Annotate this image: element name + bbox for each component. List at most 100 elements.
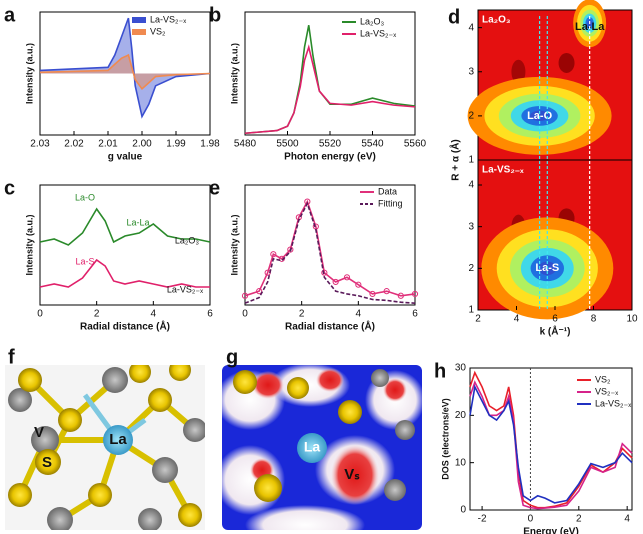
line xyxy=(39,258,210,288)
y-tick-label: 0 xyxy=(460,505,466,516)
annotation: La-S xyxy=(75,256,94,266)
line xyxy=(244,25,416,135)
legend-label: La-VS₂₋ₓ xyxy=(150,14,186,24)
contour-shade xyxy=(558,52,575,73)
x-tick-label: 2 xyxy=(299,309,305,320)
x-tick-label: 2.02 xyxy=(64,139,84,150)
legend-label: VS₂₋ₓ xyxy=(595,386,618,396)
line xyxy=(39,207,211,246)
legend-label: La₂O₃ xyxy=(360,16,385,26)
line xyxy=(39,53,211,91)
data-point xyxy=(321,269,328,276)
data-point xyxy=(241,292,249,299)
panel-label: g xyxy=(226,346,238,368)
x-tick-label: 4 xyxy=(151,309,157,320)
legend-label: VS₂ xyxy=(150,26,166,36)
x-tick-label: 6 xyxy=(207,309,213,320)
data-point xyxy=(332,278,339,286)
data-point xyxy=(256,288,263,295)
x-tick-label: 8 xyxy=(591,314,597,325)
contour-shade xyxy=(511,59,526,84)
annotation: La₂O₃ xyxy=(175,235,200,245)
structure-image: V S La xyxy=(5,365,205,530)
line xyxy=(244,44,416,135)
y-tick-label: 20 xyxy=(455,410,467,421)
y-tick-label: 3 xyxy=(468,66,474,77)
area xyxy=(40,55,210,89)
data-point xyxy=(397,292,404,299)
plot-frame xyxy=(39,184,211,306)
x-tick-label: 2 xyxy=(475,314,481,325)
y-tick-label: 4 xyxy=(468,22,474,33)
x-tick-label: 1.98 xyxy=(200,139,220,150)
vacancy-label: Vₛ xyxy=(344,466,360,483)
data-point xyxy=(383,288,390,295)
x-tick-label: 5500 xyxy=(276,139,299,150)
data-point xyxy=(411,290,419,298)
atom-label: S xyxy=(42,454,52,471)
panel-label: e xyxy=(209,177,220,199)
y-tick-label: 4 xyxy=(468,180,474,191)
x-axis-label: Radial distance (Å) xyxy=(80,320,170,333)
x-tick-label: 0 xyxy=(242,309,248,320)
atom-label: La xyxy=(304,439,321,455)
x-tick-label: 10 xyxy=(626,314,638,325)
panel-label: a xyxy=(4,4,16,26)
x-tick-label: 4 xyxy=(624,514,630,525)
y-axis-label: Intensity (a.u.) xyxy=(24,43,34,104)
data-point xyxy=(369,290,376,298)
x-tick-label: 6 xyxy=(412,309,418,320)
annotation: La-O xyxy=(75,192,95,202)
x-tick-label: 2.03 xyxy=(30,139,50,150)
y-tick-label: 1 xyxy=(468,155,474,166)
y-tick-label: 2 xyxy=(468,263,474,274)
x-tick-label: 0 xyxy=(37,309,43,320)
subplot-label: La-VS₂₋ₓ xyxy=(482,165,524,176)
data-point xyxy=(343,274,351,281)
x-tick-label: 5520 xyxy=(319,139,342,150)
x-tick-label: -2 xyxy=(478,514,487,525)
annotation: La-La xyxy=(126,217,149,227)
subplot-label: La₂O₃ xyxy=(482,15,511,26)
x-tick-label: 4 xyxy=(514,314,520,325)
line xyxy=(39,17,211,119)
data-point xyxy=(287,246,294,253)
x-tick-label: 2.00 xyxy=(132,139,152,150)
x-tick-label: 2 xyxy=(576,514,582,525)
peak-label: La-O xyxy=(527,110,553,122)
legend-label: Fitting xyxy=(378,198,403,208)
x-tick-label: 5540 xyxy=(361,139,384,150)
charge-density-image: La Vₛ xyxy=(222,365,422,530)
y-axis-label: DOS (electrons/eV) xyxy=(440,398,450,480)
annotation: La-VS₂₋ₓ xyxy=(167,284,203,294)
y-tick-label: 10 xyxy=(455,457,467,468)
x-tick-label: 0 xyxy=(528,514,534,525)
x-axis-label: Radial distance (Å) xyxy=(285,320,375,333)
x-axis-label: Energy (eV) xyxy=(523,527,579,534)
panel-label: d xyxy=(448,6,460,28)
x-tick-label: 2 xyxy=(94,309,100,320)
atom-label: La xyxy=(109,431,127,448)
y-axis-label: Intensity (a.u.) xyxy=(24,214,34,275)
y-tick-label: 3 xyxy=(468,221,474,232)
area xyxy=(40,18,210,117)
panel-label: h xyxy=(434,360,446,382)
y-tick-label: 1 xyxy=(468,305,474,316)
plot-frame xyxy=(244,184,416,306)
atom-label: V xyxy=(34,424,44,441)
panel-label: c xyxy=(4,177,15,199)
x-axis-label: g value xyxy=(108,152,143,163)
y-axis-label: Intensity (a.u.) xyxy=(229,214,239,275)
y-tick-label: 30 xyxy=(455,363,467,374)
x-tick-label: 5480 xyxy=(234,139,257,150)
x-axis-label: k (Å⁻¹) xyxy=(540,325,571,338)
x-tick-label: 1.99 xyxy=(166,139,186,150)
legend-label: La-VS₂₋ₓ xyxy=(595,398,631,408)
y-axis-label: Intensity (a.u.) xyxy=(229,43,239,104)
data-point xyxy=(355,281,362,288)
line xyxy=(244,201,416,304)
plot-frame xyxy=(469,367,633,511)
legend-label: VS₂ xyxy=(595,374,611,384)
data-point xyxy=(270,251,277,258)
